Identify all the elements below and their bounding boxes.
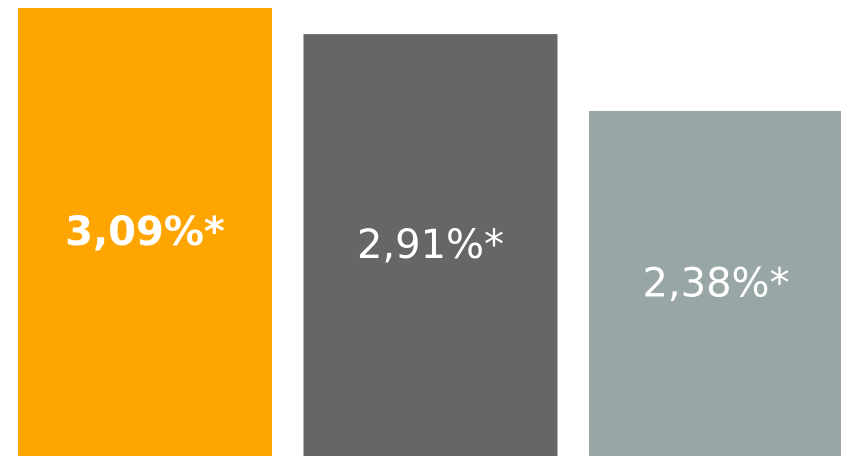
bar-value-label-3: 2,38%* [642, 260, 789, 306]
bar-1 [18, 8, 272, 456]
bar-value-label-2: 2,91%* [357, 222, 504, 268]
bar-value-label-1: 3,09%* [65, 209, 225, 255]
bar-3 [589, 110, 841, 457]
bar-2 [303, 34, 558, 457]
